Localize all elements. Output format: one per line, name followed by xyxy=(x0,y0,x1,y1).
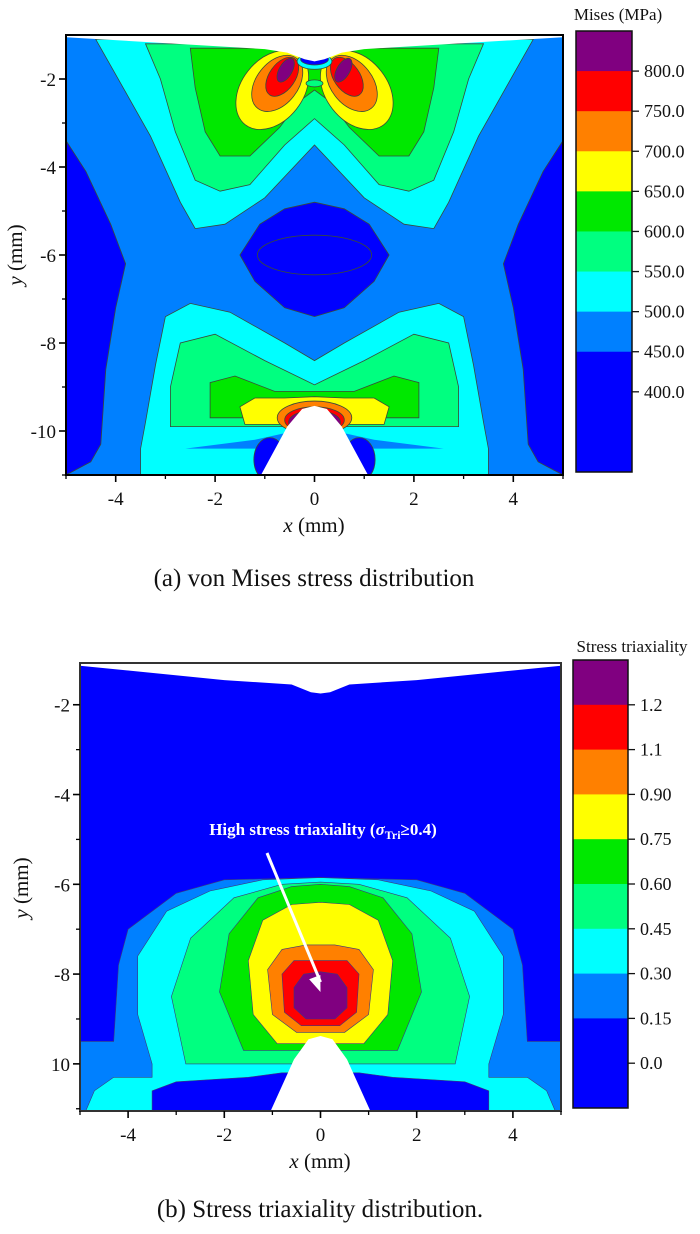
colorbar-tick-label: 0.30 xyxy=(640,964,672,984)
colorbar-frame xyxy=(575,30,633,473)
deformed-top-surface xyxy=(66,35,563,62)
contour-band-400-left xyxy=(66,139,127,475)
y-tick-label: -6 xyxy=(54,875,70,896)
contour-line-center-inner xyxy=(256,234,373,276)
colorbar-band xyxy=(576,431,632,473)
colorbar-tick-label: 0.60 xyxy=(640,874,672,894)
colorbar-tick-label: 0.0 xyxy=(640,1053,663,1073)
y-tick-label: -2 xyxy=(40,70,56,91)
colorbar-band xyxy=(573,704,628,751)
colorbar-tick-label: 700.0 xyxy=(644,141,685,161)
colorbar-band xyxy=(576,391,632,433)
contour-plot-b xyxy=(80,663,561,1111)
y-tick-label: -2 xyxy=(54,696,70,717)
colorbar-a: 800.0 750.0 700.0 650.0 600.0 550.0 500.0 450.0… xyxy=(575,30,685,473)
y-axis-title-a: y (mm) xyxy=(3,224,27,287)
notch xyxy=(260,405,369,475)
contour-band-800-lobe-right xyxy=(334,57,353,83)
colorbar-tick-label: 650.0 xyxy=(644,181,685,201)
notch xyxy=(270,1036,371,1111)
annotation-arrow xyxy=(265,852,322,993)
y-tick-label: -10 xyxy=(31,422,56,443)
colorbar-tick-label: 600.0 xyxy=(644,221,685,241)
x-tick-label: -2 xyxy=(216,1125,232,1146)
y-tick-label: -8 xyxy=(40,334,56,355)
colorbar-tick-label: 1.1 xyxy=(640,740,663,760)
annotation-text: High stress triaxiality (σTri≥0.4) xyxy=(209,820,437,842)
caption-b: (b) Stress triaxiality distribution. xyxy=(157,1196,483,1223)
axis-ticks-b: -4 -2 0 2 4 -2 -4 -6 -8 10 xyxy=(51,696,562,1146)
colorbar-band xyxy=(573,794,628,840)
colorbar-title-a: Mises (MPa) xyxy=(574,5,662,24)
x-tick-label: 4 xyxy=(509,489,519,510)
colorbar-tick-label: 0.90 xyxy=(640,784,672,804)
colorbar-tick-label: 550.0 xyxy=(644,262,685,282)
x-tick-label: 0 xyxy=(316,1125,326,1146)
contour-band-800-lobe-left xyxy=(276,57,295,83)
colorbar-title-b: Stress triaxiality xyxy=(577,637,688,656)
colorbar-tick-label: 400.0 xyxy=(644,382,685,402)
colorbar-band xyxy=(576,111,632,152)
x-axis-title-a: x (mm) xyxy=(282,513,344,537)
panel-b-triaxiality: -4 -2 0 2 4 -2 -4 -6 -8 10 x (mm) y (mm) 1.2 1.1 0.… xyxy=(9,637,688,1223)
contour-band-400-right xyxy=(502,139,563,475)
colorbar-tick-label: 450.0 xyxy=(644,342,685,362)
y-tick-label: -6 xyxy=(40,246,56,267)
arrow-head xyxy=(309,974,321,993)
x-tick-label: 0 xyxy=(310,489,320,510)
colorbar-band xyxy=(576,351,632,393)
x-tick-label: 2 xyxy=(412,1125,422,1146)
y-tick-label: -8 xyxy=(54,965,70,986)
colorbar-band xyxy=(576,311,632,353)
colorbar-band xyxy=(573,1063,628,1109)
colorbar-band xyxy=(576,271,632,313)
x-axis-title-b: x (mm) xyxy=(288,1149,350,1173)
colorbar-band xyxy=(576,191,632,232)
colorbar-band xyxy=(573,928,628,975)
colorbar-tick-label: 750.0 xyxy=(644,101,685,121)
arrow-shaft xyxy=(265,852,322,983)
x-tick-label: -4 xyxy=(120,1125,136,1146)
y-axis-title-b: y (mm) xyxy=(9,857,33,920)
colorbar-band xyxy=(573,884,628,930)
colorbar-tick-label: 0.45 xyxy=(640,919,672,939)
deformed-top-surface xyxy=(80,663,561,694)
contour-island-center xyxy=(305,79,324,88)
y-tick-label: -4 xyxy=(40,158,56,179)
y-tick-label: 10 xyxy=(51,1055,70,1076)
colorbar-band xyxy=(573,749,628,795)
axis-ticks-a: -4 -2 0 2 4 -2 -4 -6 -8 -10 xyxy=(31,70,564,510)
contour-plot-a xyxy=(66,35,563,475)
x-tick-label: -2 xyxy=(207,489,223,510)
colorbar-band xyxy=(573,973,628,1019)
colorbar-band xyxy=(576,231,632,273)
colorbar-tick-label: 800.0 xyxy=(644,61,685,81)
colorbar-tick-label: 500.0 xyxy=(644,302,685,322)
contour-band-1.2 xyxy=(293,971,348,1020)
colorbar-tick-label: 0.15 xyxy=(640,1008,672,1028)
colorbar-tick-label: 1.2 xyxy=(640,695,663,715)
x-tick-label: -4 xyxy=(108,489,124,510)
x-tick-label: 4 xyxy=(508,1125,518,1146)
y-tick-label: -4 xyxy=(54,786,70,807)
colorbar-band xyxy=(576,71,632,112)
colorbar-band xyxy=(573,839,628,885)
colorbar-band xyxy=(576,31,632,72)
colorbar-tick-label: 0.75 xyxy=(640,829,672,849)
colorbar-band xyxy=(573,660,628,706)
x-tick-label: 2 xyxy=(409,489,419,510)
colorbar-band xyxy=(576,151,632,192)
panel-a-von-mises: -4 -2 0 2 4 -2 -4 -6 -8 -10 x (mm) y (mm) 800.0 75… xyxy=(3,5,685,592)
contour-band-400-center xyxy=(239,201,390,318)
colorbar-band xyxy=(573,1018,628,1064)
colorbar-b: 1.2 1.1 0.90 0.75 0.60 0.45 0.30 0.15 0.0 xyxy=(572,659,672,1109)
caption-a: (a) von Mises stress distribution xyxy=(154,565,475,592)
